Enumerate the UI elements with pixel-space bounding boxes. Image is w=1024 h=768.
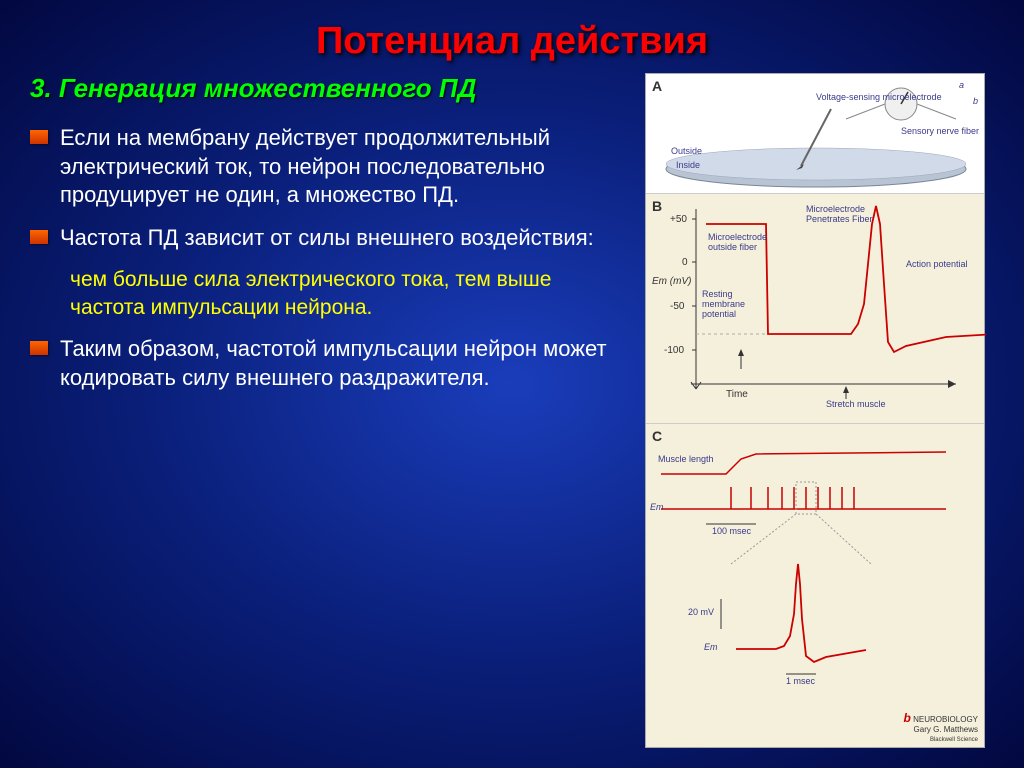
- ytick: 0: [682, 257, 688, 268]
- ytick: -100: [664, 345, 684, 356]
- anno-stretch: Stretch muscle: [826, 399, 886, 409]
- list-item: Таким образом, частотой импульсации нейр…: [30, 335, 630, 392]
- anno-resting: Resting membrane potential: [702, 289, 752, 319]
- label-outside: Outside: [671, 146, 702, 156]
- panel-b-chart: [646, 194, 986, 424]
- panel-a: A Voltage-sensing microelectrode Sensory…: [646, 74, 984, 194]
- list-item: Частота ПД зависит от силы внешнего возд…: [30, 224, 630, 253]
- muscle-length-label: Muscle length: [658, 454, 714, 464]
- slide-subtitle: 3. Генерация множественного ПД: [30, 73, 630, 104]
- scale-100ms: 100 msec: [712, 526, 751, 536]
- list-item: чем больше сила электрического тока, тем…: [30, 266, 630, 321]
- list-item: Если на мембрану действует продолжительн…: [30, 124, 630, 210]
- label-inside: Inside: [676, 160, 700, 170]
- bullet-list: Если на мембрану действует продолжительн…: [30, 124, 630, 392]
- citation-b-icon: b: [904, 711, 911, 725]
- slide-title: Потенциал действия: [30, 20, 994, 63]
- ytick: -50: [670, 301, 684, 312]
- panel-c-chart: [646, 424, 986, 714]
- anno-outside: Microelectrode outside fiber: [708, 232, 768, 252]
- label-voltage-sensing: Voltage-sensing microelectrode: [816, 92, 942, 102]
- y-axis-label: Em (mV): [652, 276, 691, 287]
- label-sensory-fiber: Sensory nerve fiber: [901, 126, 979, 136]
- panel-c: C: [646, 424, 984, 747]
- label-b-letter: b: [973, 96, 978, 106]
- citation-book: NEUROBIOLOGY: [913, 715, 978, 724]
- citation-publisher: Blackwell Science: [930, 737, 978, 743]
- ytick: +50: [670, 214, 687, 225]
- label-a-letter: a: [959, 80, 964, 90]
- text-column: 3. Генерация множественного ПД Если на м…: [30, 73, 630, 748]
- panel-b: B: [646, 194, 984, 424]
- em-label-2: Em: [704, 642, 718, 652]
- citation: b NEUROBIOLOGY Gary G. Matthews Blackwel…: [904, 711, 978, 743]
- anno-ap: Action potential: [906, 259, 968, 269]
- em-label: Em: [650, 502, 664, 512]
- scale-20mv: 20 mV: [688, 607, 714, 617]
- anno-penetrates: Microelectrode Penetrates Fiber: [806, 204, 876, 224]
- scale-1ms: 1 msec: [786, 676, 815, 686]
- citation-author: Gary G. Matthews: [914, 725, 978, 734]
- x-axis-label: Time: [726, 389, 748, 400]
- figure-column: A Voltage-sensing microelectrode Sensory…: [645, 73, 985, 748]
